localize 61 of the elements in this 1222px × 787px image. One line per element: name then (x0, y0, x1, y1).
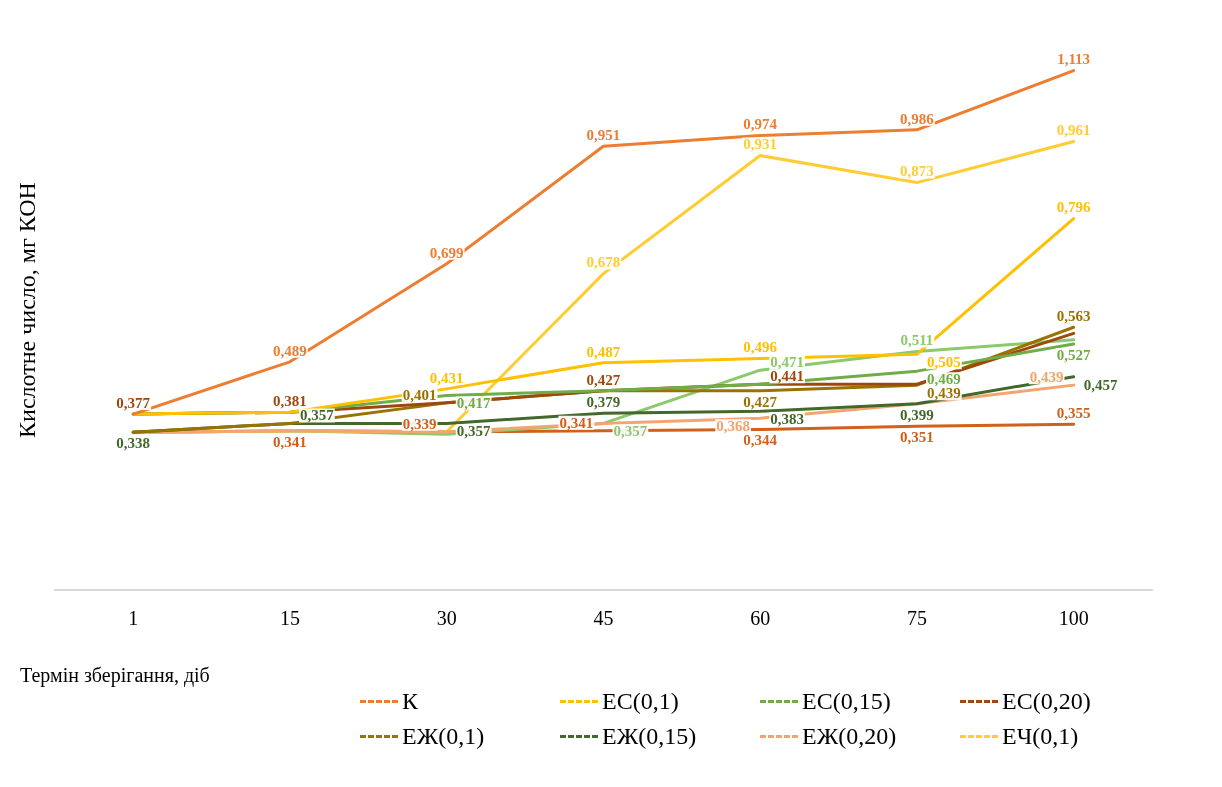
data-label: 0,357 (613, 423, 648, 440)
data-label: 0,379 (586, 394, 621, 411)
data-label: 0,974 (743, 116, 778, 133)
data-label: 0,873 (900, 163, 934, 180)
data-label: 0,511 (900, 332, 934, 349)
data-label: 0,496 (743, 339, 778, 356)
data-label: 0,399 (900, 406, 934, 423)
x-tick-label: 75 (906, 607, 927, 630)
x-tick-label: 45 (593, 607, 614, 630)
y-axis-title: Кислотне число, мг КОН (13, 182, 40, 438)
data-label: 0,357 (456, 423, 492, 440)
data-label: 0,563 (1056, 308, 1091, 325)
data-label: 0,471 (770, 354, 805, 371)
data-label: 0,427 (586, 371, 621, 388)
data-label: 0,439 (1029, 369, 1064, 386)
legend-label: ЕЧ(0,1) (1002, 723, 1079, 750)
data-label: 0,383 (770, 411, 805, 428)
data-label: 0,355 (1056, 405, 1091, 422)
legend-label: ЕЖ(0,1) (402, 723, 485, 750)
data-label: 0,505 (927, 354, 961, 371)
legend-label: ЕС(0,1) (602, 688, 679, 715)
data-label: 0,489 (273, 342, 307, 359)
legend-label: ЕЖ(0,15) (602, 723, 697, 750)
data-label: 0,961 (1056, 122, 1091, 139)
data-label: 0,417 (456, 395, 492, 412)
data-label: 0,439 (927, 385, 961, 402)
data-label: 0,699 (429, 244, 464, 261)
x-tick-label: 15 (279, 607, 300, 630)
data-label: 0,344 (743, 432, 778, 449)
data-label: 0,487 (586, 343, 621, 360)
data-label: 0,368 (716, 418, 751, 435)
data-label: 0,381 (273, 393, 307, 410)
legend-label: ЕС(0,15) (802, 688, 891, 715)
data-label: 0,377 (116, 394, 151, 411)
legend-label: ЕС(0,20) (1002, 688, 1091, 715)
data-label: 1,113 (1057, 51, 1091, 68)
data-label: 0,401 (402, 386, 437, 403)
data-label: 0,678 (586, 254, 621, 271)
data-label: 0,341 (273, 433, 307, 450)
data-label: 0,469 (927, 371, 961, 388)
data-label: 0,527 (1056, 346, 1091, 363)
data-label: 0,338 (116, 435, 151, 452)
x-tick-label: 100 (1058, 607, 1089, 630)
x-axis-title: Термін зберігання, діб (20, 664, 210, 687)
x-tick-label: 60 (750, 607, 771, 630)
data-label: 0,986 (900, 110, 935, 127)
x-tick-label: 30 (436, 607, 457, 630)
data-label: 0,341 (559, 414, 594, 431)
data-label: 0,951 (586, 127, 621, 144)
data-label: 0,796 (1056, 199, 1091, 216)
data-label: 0,351 (900, 429, 934, 446)
x-tick-label: 1 (128, 607, 139, 630)
legend-label: ЕЖ(0,20) (802, 723, 897, 750)
data-label: 0,431 (429, 369, 464, 386)
data-label: 0,357 (300, 407, 335, 424)
data-label: 0,339 (402, 415, 437, 432)
data-label: 0,427 (743, 393, 778, 410)
data-label: 0,931 (743, 136, 778, 153)
data-label: 0,457 (1083, 376, 1118, 393)
data-label: 0,441 (770, 368, 805, 385)
legend-label: К (402, 688, 419, 715)
